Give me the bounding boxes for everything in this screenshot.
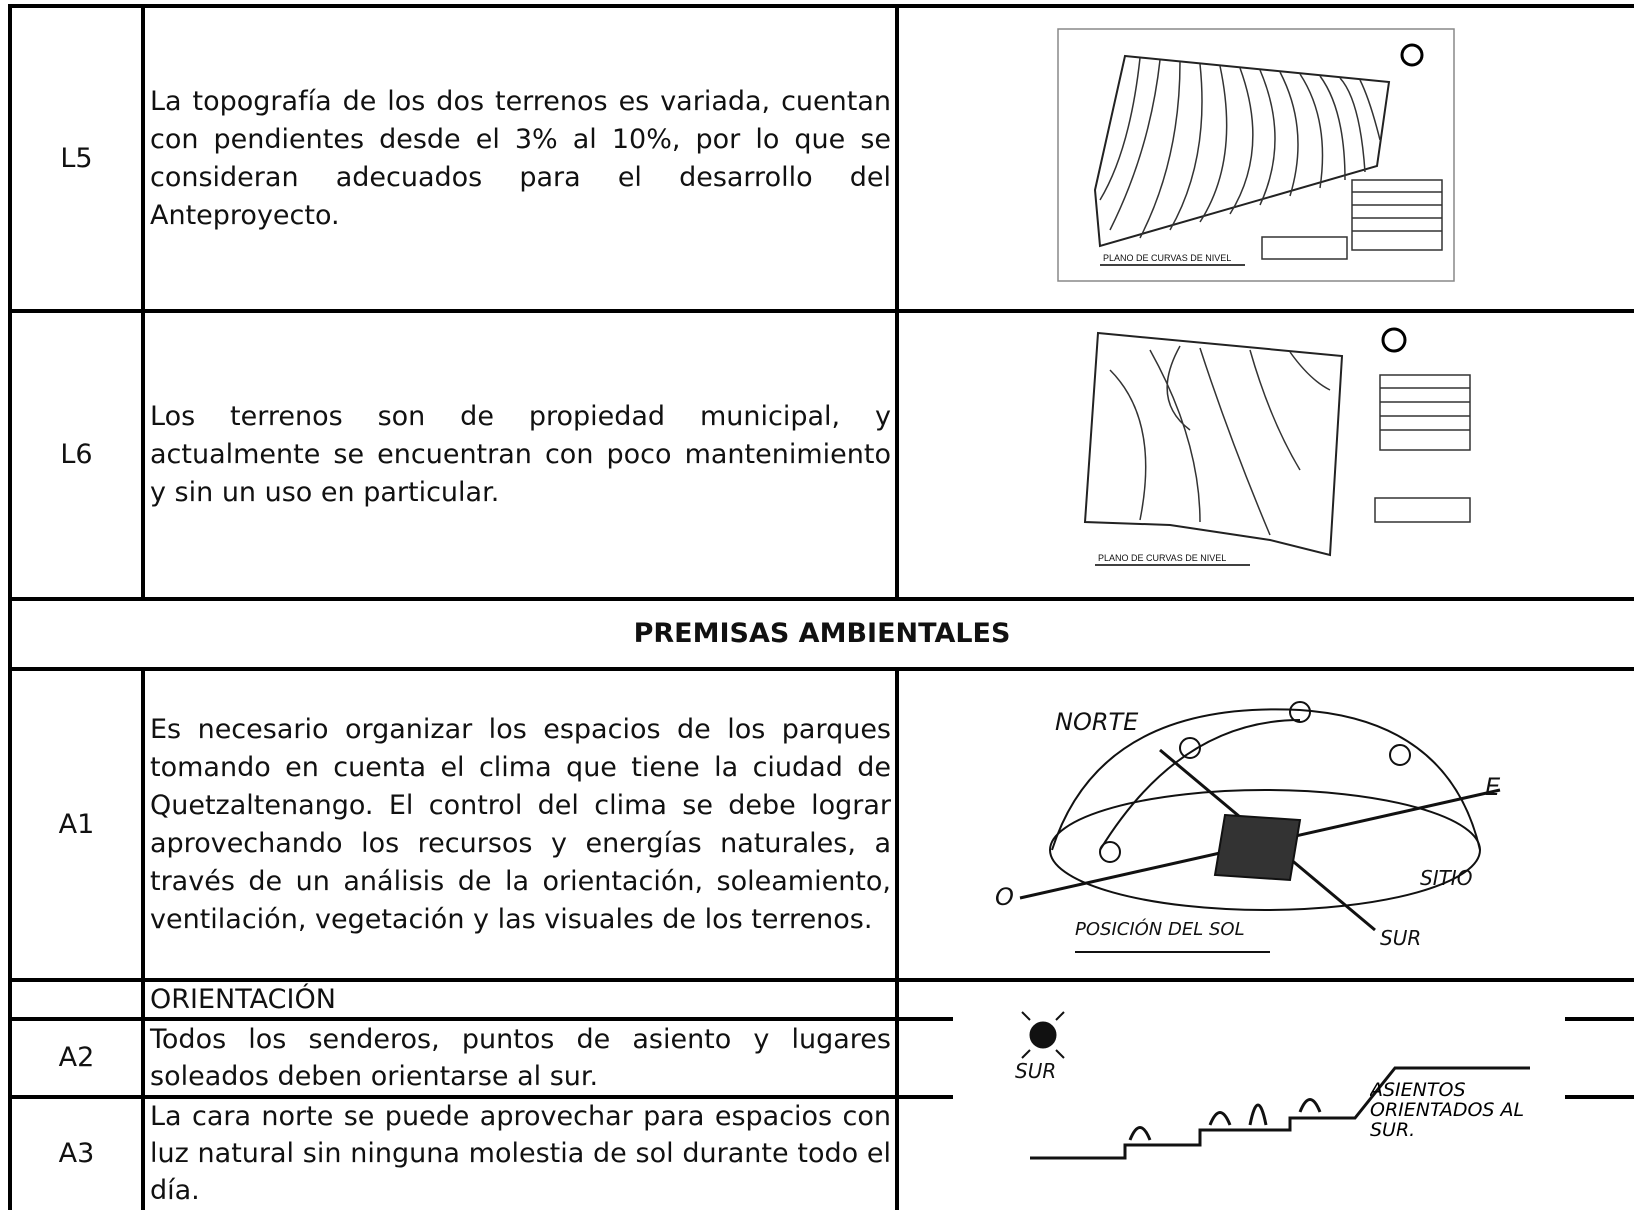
text: ORIENTACIÓN [150, 983, 336, 1015]
text: Es necesario organizar los espacios de l… [150, 713, 891, 935]
text: La cara norte se puede aprovechar para e… [150, 1101, 891, 1206]
row-label: A2 [58, 1042, 95, 1073]
figure-caption: PLANO DE CURVAS DE NIVEL [1103, 253, 1231, 263]
sketch-label: NORTE [1055, 708, 1139, 736]
text: Los terrenos son de propiedad municipal,… [150, 401, 891, 508]
row-text: Todos los senderos, puntos de asiento y … [143, 1019, 897, 1097]
row-text: Los terrenos son de propiedad municipal,… [143, 311, 897, 599]
sketch-label: SUR [1380, 926, 1421, 950]
row-text: La topografía de los dos terrenos es var… [143, 6, 897, 311]
row-label: L5 [60, 142, 93, 174]
sketch-label: ASIENTOS ORIENTADOS AL SUR. [1370, 1080, 1525, 1141]
row-label: L6 [60, 439, 93, 470]
text: La topografía de los dos terrenos es var… [150, 85, 891, 231]
sketch-label: E [1485, 773, 1501, 801]
sketch-label: O [995, 883, 1014, 911]
row-text: Es necesario organizar los espacios de l… [143, 669, 897, 980]
sketch-label: SUR [1015, 1059, 1056, 1083]
sketch-label: SITIO [1420, 866, 1472, 890]
sketch-label: POSICIÓN DEL SOL [1075, 918, 1245, 940]
row-text: ORIENTACIÓN [143, 980, 897, 1019]
row-label: A3 [58, 1137, 95, 1169]
section-title: PREMISAS AMBIENTALES [633, 618, 1011, 649]
text: Todos los senderos, puntos de asiento y … [150, 1024, 891, 1092]
row-text: La cara norte se puede aprovechar para e… [143, 1097, 897, 1210]
row-label: A1 [58, 808, 95, 840]
figure-caption: PLANO DE CURVAS DE NIVEL [1098, 553, 1226, 563]
